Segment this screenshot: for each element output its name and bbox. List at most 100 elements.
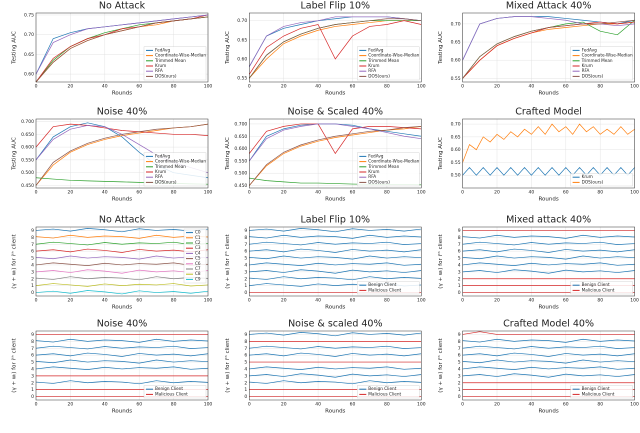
series-line [35, 262, 209, 266]
series-line [462, 123, 635, 163]
series-line [249, 123, 422, 155]
y-tick-label: 0.60 [451, 147, 461, 153]
series-line [249, 352, 422, 357]
x-tick-label: 40 [529, 84, 535, 90]
y-tick-label: 0.70 [237, 18, 247, 24]
x-tick-label: 60 [136, 402, 142, 408]
x-tick-label: 20 [68, 84, 74, 90]
series-line [35, 276, 209, 281]
y-tick-label: 0.600 [234, 146, 247, 152]
x-tick-label: 60 [563, 298, 569, 304]
y-tick-label: 7 [458, 346, 461, 352]
legend-label: FedAvg [368, 47, 384, 52]
y-axis-label: Testing AUC [12, 31, 18, 65]
x-tick-label: 40 [529, 190, 535, 196]
y-tick-label: 0.60 [237, 57, 247, 63]
y-tick-label: 0.700 [234, 121, 247, 127]
series-line [462, 269, 635, 274]
x-tick-label: 60 [350, 402, 356, 408]
legend-label: RFA [155, 68, 163, 73]
series-line [462, 16, 635, 61]
series-line [35, 255, 209, 260]
series-line [35, 234, 209, 239]
series-line [35, 248, 209, 253]
x-tick-label: 80 [384, 402, 390, 408]
plot-frame [462, 12, 635, 83]
series-line [462, 373, 635, 378]
series-line [462, 345, 635, 350]
series-line [462, 234, 635, 239]
series-line [35, 345, 209, 350]
x-tick-label: 0 [461, 84, 464, 90]
legend-label: DOS(ours) [368, 73, 390, 78]
y-axis-label: Testing AUC [438, 137, 444, 171]
y-tick-label: 0.60 [451, 58, 461, 64]
x-tick-label: 0 [35, 84, 38, 90]
y-tick-label: 8 [244, 235, 247, 241]
x-tick-label: 20 [68, 298, 74, 304]
x-axis-label: Rounds [112, 305, 132, 311]
legend-label: Trimmed Mean [367, 58, 399, 63]
plot-frame [35, 330, 209, 401]
x-tick-label: 80 [597, 84, 603, 90]
legend-label: C8 [195, 271, 201, 276]
legend-label: DOS(ours) [582, 179, 604, 184]
series-line [462, 19, 635, 79]
y-tick-label: 0.65 [237, 37, 247, 43]
y-tick-label: 3 [31, 269, 34, 275]
x-axis-label: Rounds [112, 91, 132, 97]
x-tick-label: 40 [102, 190, 108, 196]
y-tick-label: 1 [244, 283, 247, 289]
y-tick-label: 6 [31, 249, 34, 255]
series-line [249, 20, 422, 75]
legend-label: Malicious Client [582, 391, 615, 396]
legend-label: Coordinate-Wise-Median [368, 53, 419, 58]
legend-box [143, 385, 207, 399]
legend-label: Krum [368, 63, 379, 68]
legend-label: Coordinate-Wise-Median [155, 53, 206, 58]
x-tick-label: 100 [204, 402, 213, 408]
legend-label: Krum [582, 174, 593, 179]
chart-title: Noise & Scaled 40% [288, 107, 384, 118]
x-tick-label: 20 [281, 84, 287, 90]
legend-box [357, 152, 420, 187]
legend-label: Benign Client [368, 282, 396, 287]
y-tick-label: 9 [31, 228, 34, 234]
series-line [249, 241, 422, 246]
x-axis-label: Rounds [112, 409, 132, 415]
legend-label: FedAvg [582, 47, 598, 52]
y-tick-label: 1 [458, 387, 461, 393]
y-axis-label: Testing AUC [225, 31, 231, 65]
y-tick-label: 4 [458, 366, 461, 372]
y-tick-label: 1 [458, 283, 461, 289]
y-tick-label: 6 [458, 249, 461, 255]
series-line [35, 352, 209, 357]
x-tick-label: 60 [563, 84, 569, 90]
legend-box [570, 385, 633, 399]
y-tick-label: 0 [244, 290, 247, 296]
chart-title: Label Flip 10% [301, 215, 371, 226]
series-line [249, 380, 422, 385]
legend-label: C2 [195, 240, 201, 245]
y-tick-label: 1 [31, 283, 34, 289]
x-tick-label: 60 [563, 190, 569, 196]
legend-box [143, 152, 207, 187]
y-axis-label: (γ + wᵢ) for iᵗʰ client [437, 337, 444, 392]
chart-title: Noise 40% [97, 107, 148, 118]
y-tick-label: 2 [458, 380, 461, 386]
legend-box [570, 281, 633, 295]
x-tick-label: 20 [281, 190, 287, 196]
x-tick-label: 20 [494, 190, 500, 196]
series-line [35, 380, 209, 385]
y-tick-label: 9 [244, 228, 247, 234]
x-tick-label: 100 [630, 298, 639, 304]
y-tick-label: 3 [458, 373, 461, 379]
x-axis-label: Rounds [325, 409, 345, 415]
legend-label: Trimmed Mean [154, 164, 186, 169]
series-line [35, 366, 209, 370]
series-line [35, 359, 209, 364]
x-tick-label: 0 [461, 190, 464, 196]
plot-frame [35, 226, 209, 297]
legend-label: Krum [368, 169, 379, 174]
y-tick-label: 0 [31, 290, 34, 296]
